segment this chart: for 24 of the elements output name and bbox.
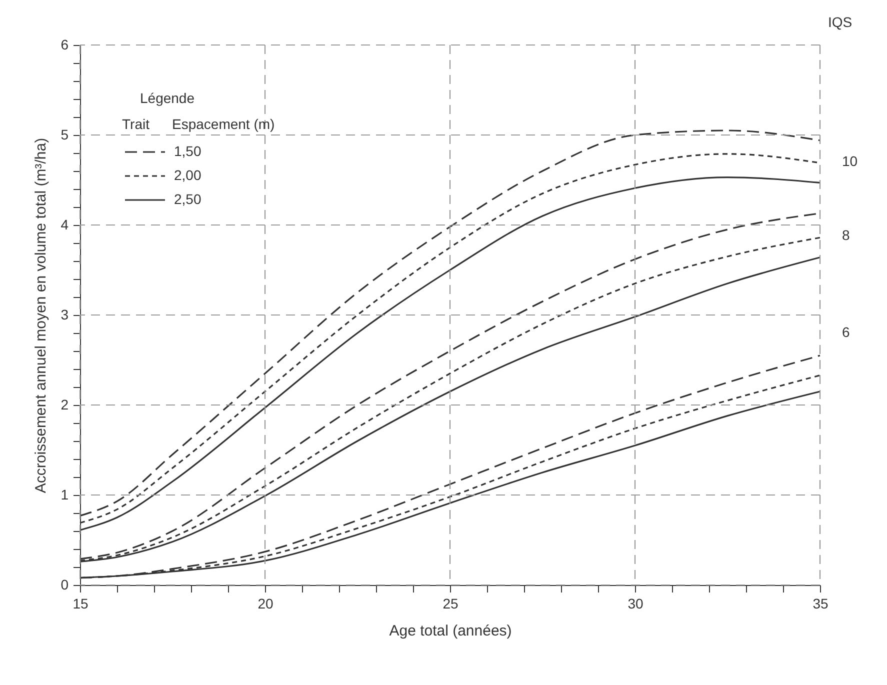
y-tick-label: 6 (60, 36, 69, 52)
y-tick-label: 3 (60, 306, 69, 322)
y-axis-title: Accroissement annuel moyen en volume total (m³/ha) (32, 138, 50, 494)
text: IQS (828, 14, 852, 30)
x-tick-label: 25 (442, 596, 458, 612)
legend-label: 1,50 (174, 143, 202, 159)
annotation: Légende (140, 90, 195, 106)
y-tick-label: 2 (60, 396, 69, 412)
legend-title: Espacement (m) (172, 116, 275, 132)
text: 6 (842, 324, 850, 340)
x-tick-label: 15 (72, 596, 88, 612)
legend-label: 2,00 (174, 167, 202, 183)
legend-label: 2,50 (174, 191, 202, 207)
y-tick-label: 0 (60, 576, 69, 592)
x-tick-label: 35 (812, 596, 828, 612)
y-tick-label: 4 (60, 216, 69, 232)
text: 8 (842, 227, 850, 243)
y-tick-label: 1 (60, 486, 69, 502)
x-tick-label: 30 (628, 596, 644, 612)
y-tick-label: 5 (60, 126, 69, 142)
text: 10 (842, 153, 858, 169)
x-axis-title: Age total (années) (389, 622, 512, 640)
annotation: Trait (122, 116, 150, 132)
x-tick-label: 20 (258, 596, 274, 612)
